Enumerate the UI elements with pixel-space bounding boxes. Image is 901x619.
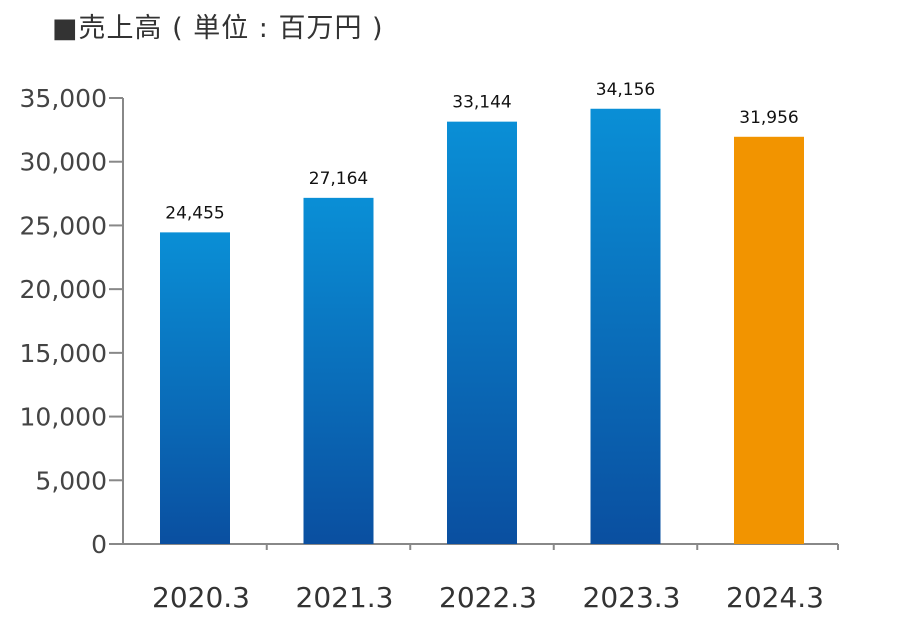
y-tick-label: 15,000 bbox=[20, 339, 107, 368]
y-tick-label: 20,000 bbox=[20, 275, 107, 304]
bar-2020.3 bbox=[160, 232, 230, 545]
data-label: 34,156 bbox=[596, 80, 655, 100]
data-label: 27,164 bbox=[309, 169, 368, 189]
bars bbox=[160, 108, 804, 545]
bar-2023.3 bbox=[590, 108, 661, 544]
y-tick-label: 0 bbox=[91, 530, 107, 559]
data-label: 24,455 bbox=[165, 203, 224, 223]
x-tick-label: 2024.3 bbox=[726, 581, 824, 614]
y-tick-label: 30,000 bbox=[20, 148, 107, 177]
data-label: 31,956 bbox=[739, 108, 798, 128]
chart-title: ■売上高 ( 単位 : 百万円 ) bbox=[52, 13, 384, 44]
y-tick-label: 35,000 bbox=[20, 84, 107, 113]
x-tick-label: 2021.3 bbox=[296, 581, 394, 614]
x-tick-label: 2022.3 bbox=[439, 581, 537, 614]
y-tick-label: 25,000 bbox=[20, 211, 107, 240]
y-tick-label: 5,000 bbox=[35, 466, 107, 495]
x-tick-label: 2023.3 bbox=[583, 581, 681, 614]
bar-2022.3 bbox=[447, 121, 517, 544]
data-label: 33,144 bbox=[452, 93, 511, 113]
bar-2024.3 bbox=[734, 136, 804, 545]
labels: 0 5,000 10,000 15,000 20,000 25,000 30,000 35,0… bbox=[20, 80, 824, 614]
x-tick-label: 2020.3 bbox=[152, 581, 250, 614]
bar-2021.3 bbox=[303, 197, 374, 544]
y-tick-label: 10,000 bbox=[20, 403, 107, 432]
